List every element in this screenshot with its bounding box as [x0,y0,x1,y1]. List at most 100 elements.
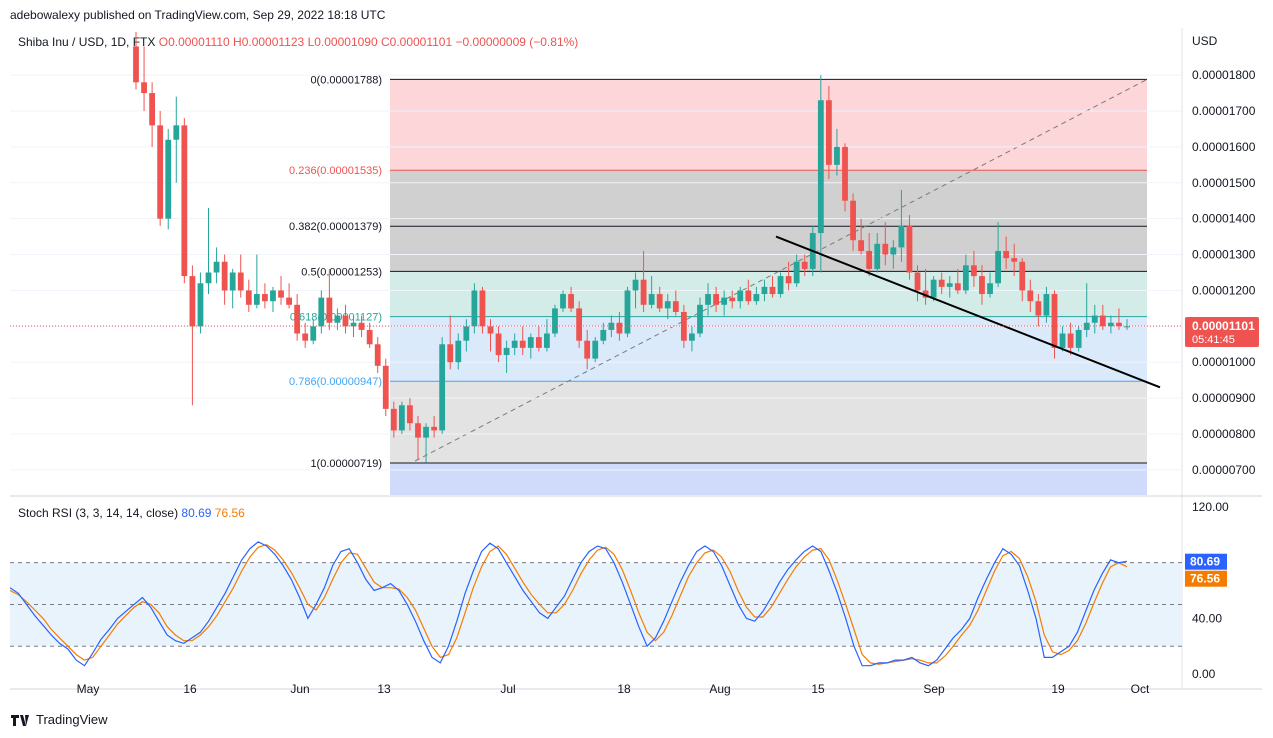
candle-body [971,265,977,277]
candle-body [1075,329,1082,348]
time-tick-label: 19 [1051,682,1065,696]
candle-body [342,315,349,327]
candle-body [270,290,276,302]
change-value: −0.00000009 (−0.81%) [455,35,579,49]
fib-level-label: 0.786(0.00000947) [289,376,382,388]
currency-label[interactable]: USD [1192,34,1218,48]
price-tick-label: 0.00001500 [1192,176,1256,190]
stoch-k-badge-value: 80.69 [1190,555,1220,569]
symbol-name[interactable]: Shiba Inu / USD, 1D, FTX [18,35,156,49]
candle-body [1043,294,1050,316]
fib-zone [390,381,1147,464]
time-tick-label: 16 [183,682,197,696]
candle-body [1091,315,1098,323]
fib-level-label: 0(0.00001788) [310,74,382,86]
candle-body [350,322,357,327]
tradingview-footer[interactable]: TradingView [10,712,108,727]
stoch-d-badge [1185,570,1227,587]
fib-zone [390,226,1147,272]
candle-body [495,333,502,356]
candle-body [930,279,937,298]
candle-body [962,265,969,291]
fib-zone [390,271,1147,317]
candle-body [149,93,156,126]
candle-body [922,290,929,298]
time-tick-label: Aug [709,682,730,696]
price-tick-label: 0.00001000 [1192,355,1256,369]
candle-body [624,290,631,334]
candle-body [745,290,752,302]
candle-body [447,344,454,363]
candle-body [213,261,220,273]
candle-body [398,405,405,431]
candle-body [237,272,244,291]
price-axis[interactable]: 0.00001800 0.00001700 0.00001600 0.00001500… [10,28,1262,688]
drawings[interactable] [10,235,1182,389]
fib-level-label: 1(0.00000719) [310,458,382,470]
time-tick-label: Jul [500,682,515,696]
candle-body [729,297,736,302]
candle-body [1083,322,1090,330]
candle-body [1067,333,1074,348]
candle-body [423,426,429,438]
stoch-d-badge-value: 76.56 [1190,572,1220,586]
last-price-value: 0.00001101 [1192,319,1255,333]
time-tick-label: Sep [923,682,945,696]
candle-body [173,125,180,140]
candle-body [318,297,325,327]
publisher-caption: adebowalexy published on TradingView.com… [10,8,386,22]
time-axis[interactable]: May 16 Jun 13 Jul 18 Aug 15 Sep 19 Oct [10,682,1262,696]
candle-body [294,304,301,334]
candle-body [761,286,768,295]
price-tick-label: 0.00001700 [1192,104,1256,118]
candle-body [777,276,784,295]
candle-body [898,225,905,248]
stoch-k-value: 80.69 [181,506,212,520]
high-value: H0.00001123 [233,35,305,49]
candle-body [278,290,284,298]
candle-body [858,240,865,251]
price-tick-label: 0.00001600 [1192,140,1256,154]
candle-body [1124,326,1130,328]
time-tick-label: Jun [290,682,309,696]
candle-body [568,294,574,309]
candle-body [245,290,252,305]
candle-body [882,243,889,255]
candle-body [987,283,993,295]
candle-body [1003,250,1010,259]
fib-level-label: 0.5(0.00001253) [301,266,382,278]
candle-body [511,340,518,348]
candle-body [801,261,808,269]
candle-body [415,423,421,438]
candle-body [326,297,333,323]
countdown-timer: 05:41:45 [1192,334,1235,346]
stoch-tick-label: 120.00 [1192,500,1229,514]
candle-body [487,326,494,334]
candle-body [834,146,840,165]
price-tick-label: 0.00000700 [1192,463,1256,477]
candle-body [825,100,832,165]
candle-body [866,250,873,269]
time-tick-label: 15 [811,682,825,696]
candle-body [608,322,615,330]
candle-body [262,294,268,302]
candle-body [938,279,945,287]
candles[interactable] [133,32,1130,463]
candle-body [1019,261,1026,291]
candle-body [197,283,204,327]
fib-zone [390,79,1147,171]
price-tick-label: 0.00001300 [1192,248,1256,262]
candle-body [753,294,760,302]
stoch-rsi-label[interactable]: Stoch RSI (3, 3, 14, 14, close) [18,506,179,520]
stoch-tick-label: 0.00 [1192,667,1216,681]
black-trend-line [775,235,1161,389]
candle-body [785,276,792,284]
candle-body [1099,315,1106,327]
candle-body [769,286,776,295]
candle-body [390,408,397,431]
candle-body [890,247,897,255]
close-value: C0.00001101 [380,35,453,49]
fib-level-label: 0.236(0.00001535) [289,165,382,177]
